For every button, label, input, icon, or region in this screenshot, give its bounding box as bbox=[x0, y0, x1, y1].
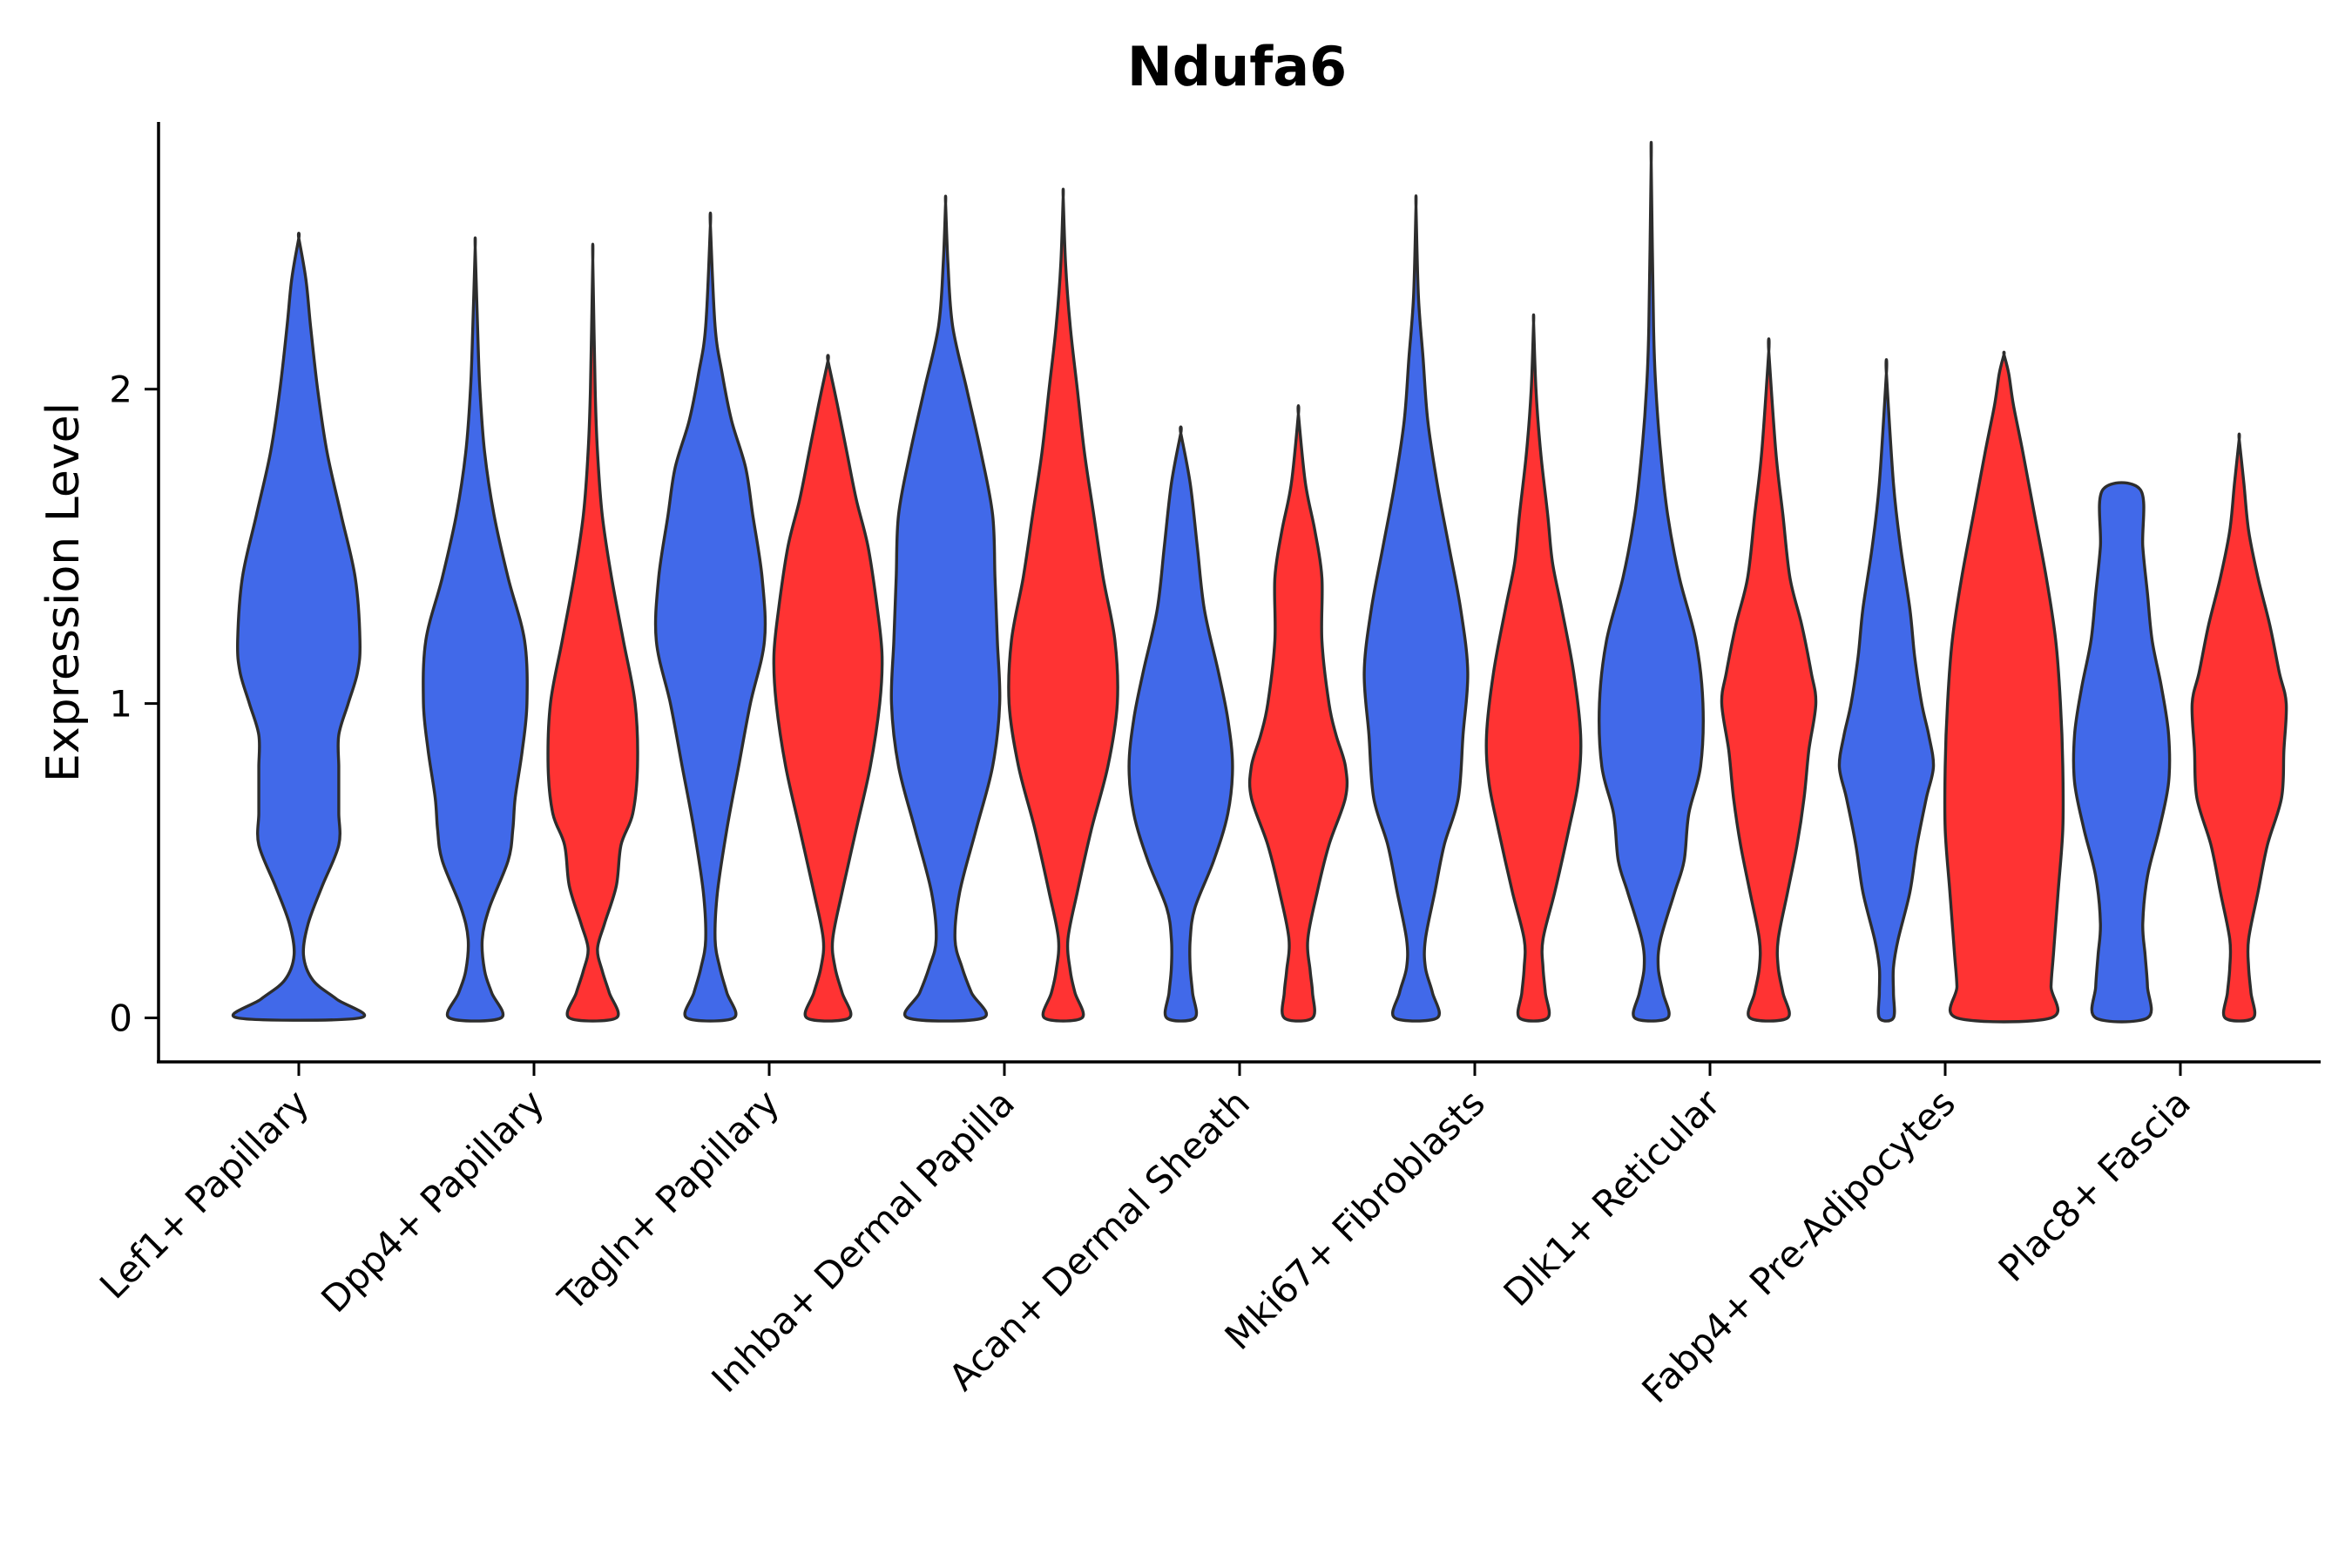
violin-plac8-fascia-b bbox=[2190, 432, 2288, 1023]
violins-layer bbox=[231, 140, 2288, 1024]
violin-tagln-papillary-b bbox=[772, 354, 884, 1023]
x-tick-label: Tagln+ Papillary bbox=[550, 1081, 787, 1319]
x-tick-label: Dpp4+ Papillary bbox=[313, 1081, 552, 1321]
violin-dpp4-papillary-a bbox=[422, 236, 529, 1023]
y-axis-label: Expression Level bbox=[37, 402, 90, 782]
violin-mki67-fibroblasts-a bbox=[1362, 194, 1470, 1023]
violin-fabp4-pre-adipocytes-a bbox=[1837, 358, 1936, 1023]
y-tick-label: 0 bbox=[109, 997, 132, 1039]
x-tick-label: Lef1+ Papillary bbox=[91, 1081, 317, 1307]
y-tick-label: 2 bbox=[109, 368, 132, 411]
violin-dlk1-reticular-b bbox=[1720, 337, 1818, 1023]
x-tick-label: Dlk1+ Reticular bbox=[1496, 1081, 1729, 1315]
y-tick-label: 1 bbox=[109, 683, 132, 726]
violin-inhba-dermal-papilla-a bbox=[889, 194, 1002, 1023]
x-tick-label: Plac8+ Fascia bbox=[1990, 1081, 2199, 1289]
violin-fabp4-pre-adipocytes-b bbox=[1943, 350, 2065, 1024]
violin-dpp4-papillary-b bbox=[546, 242, 639, 1023]
violin-mki67-fibroblasts-b bbox=[1484, 313, 1583, 1023]
violin-tagln-papillary-a bbox=[653, 211, 767, 1023]
x-tick-label: Mki67+ Fibroblasts bbox=[1217, 1081, 1493, 1357]
violin-lef1-papillary-a bbox=[231, 231, 367, 1022]
y-ticks: 0 1 2 bbox=[109, 368, 159, 1039]
violin-inhba-dermal-papilla-b bbox=[1007, 187, 1119, 1023]
violin-dlk1-reticular-a bbox=[1598, 140, 1705, 1023]
violin-acan-dermal-sheath-b bbox=[1247, 403, 1349, 1023]
violin-acan-dermal-sheath-a bbox=[1127, 425, 1234, 1023]
violin-plac8-fascia-a bbox=[2072, 481, 2172, 1024]
chart-title: Ndufa6 bbox=[1127, 35, 1347, 98]
